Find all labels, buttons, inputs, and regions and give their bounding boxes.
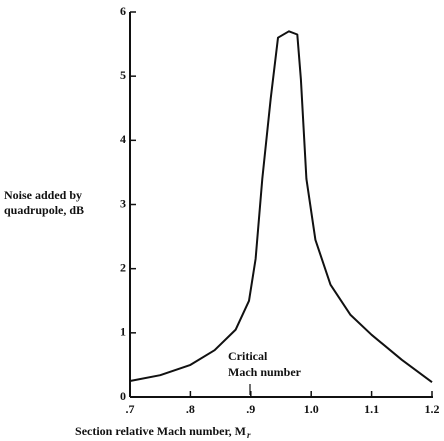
y-tick-label: 0	[120, 389, 126, 403]
x-tick-label: .7	[126, 402, 135, 416]
x-tick-label: .9	[246, 402, 255, 416]
y-tick-label: 1	[120, 325, 126, 339]
y-tick-label: 2	[120, 260, 126, 274]
x-axis-label: Section relative Mach number, M	[75, 424, 246, 438]
x-axis-label-subscript: r	[247, 430, 251, 440]
x-tick-label: 1.2	[425, 402, 440, 416]
y-axis-label: Noise added by	[4, 188, 82, 202]
y-tick-label: 5	[120, 68, 126, 82]
x-tick-label: 1.0	[304, 402, 319, 416]
annotation: Critical	[228, 349, 268, 363]
y-axis-label: quadrupole, dB	[4, 203, 84, 217]
y-tick-label: 4	[120, 132, 126, 146]
x-tick-label: 1.1	[364, 402, 379, 416]
y-tick-label: 3	[120, 196, 126, 210]
y-tick-label: 6	[120, 4, 126, 18]
annotation: Mach number	[228, 365, 302, 379]
x-tick-label: .8	[186, 402, 195, 416]
data-line	[129, 30, 433, 384]
